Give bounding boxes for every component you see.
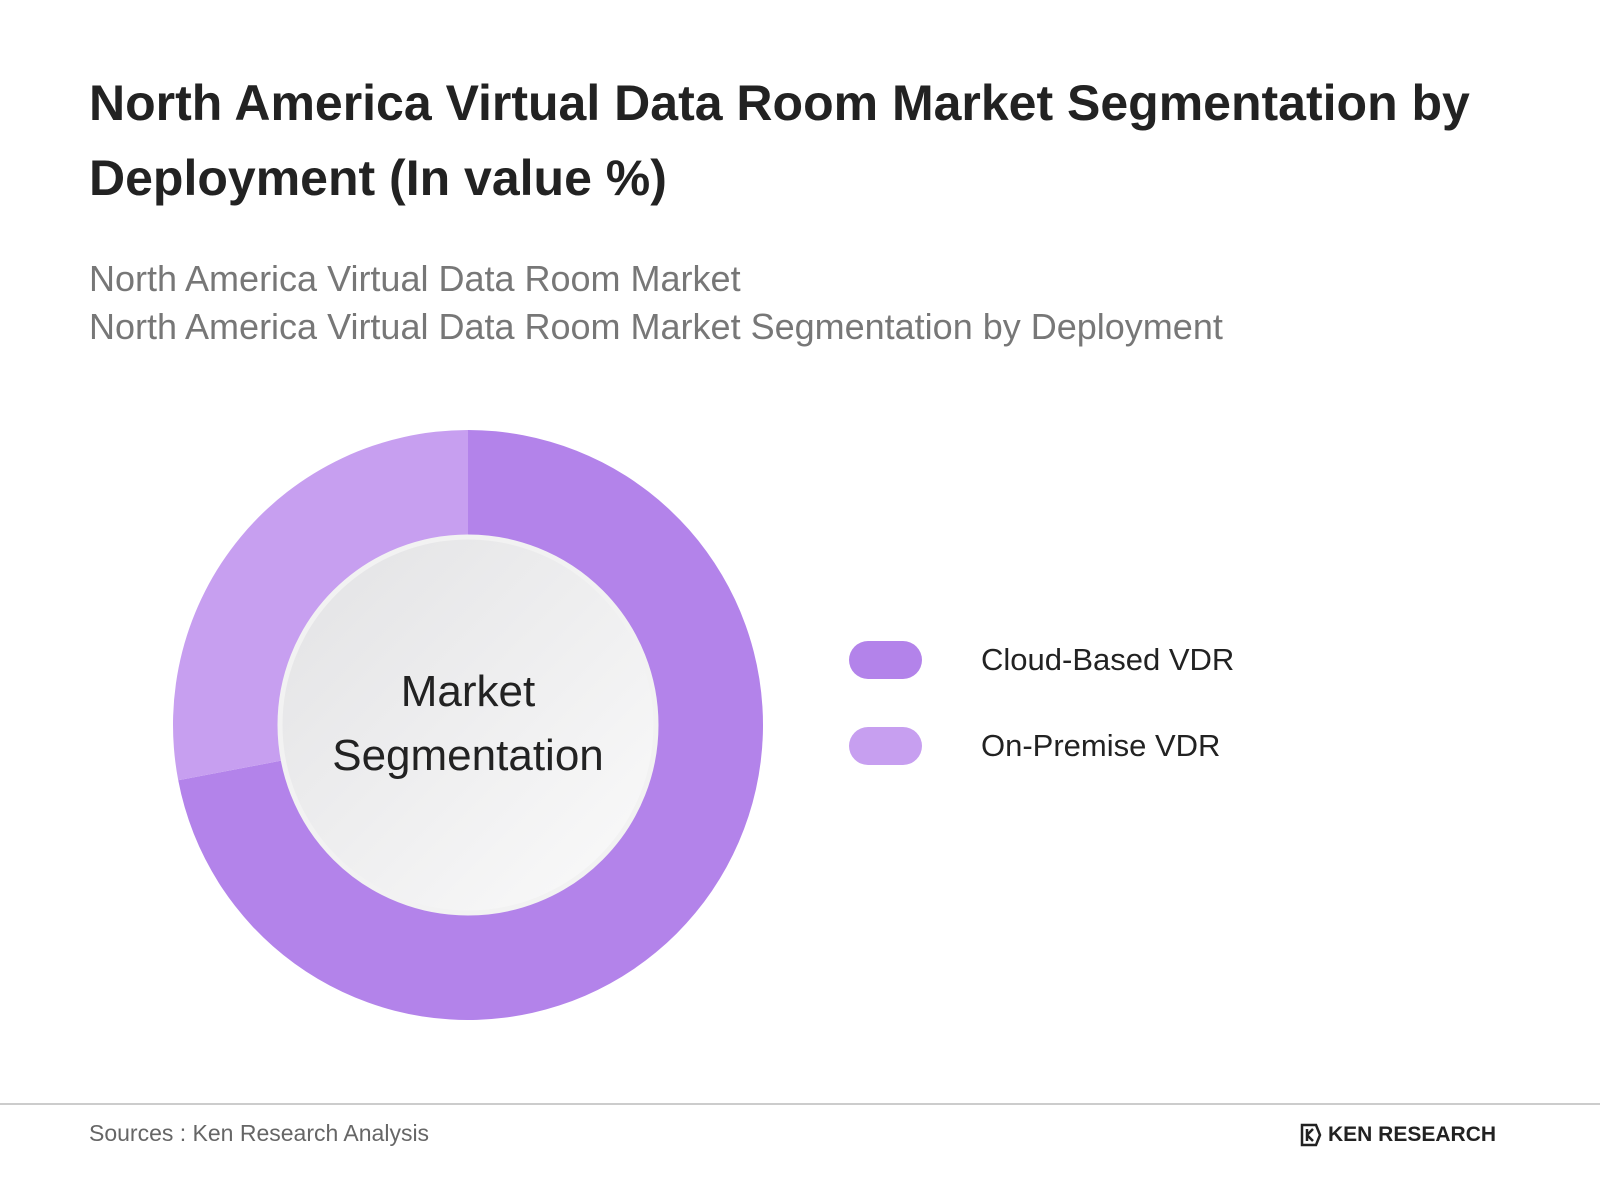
sources-text: Sources : Ken Research Analysis bbox=[89, 1120, 430, 1146]
legend-swatch-on-premise bbox=[849, 727, 922, 765]
chart-subtitle-2: North America Virtual Data Room Market S… bbox=[89, 306, 1223, 347]
footer-divider bbox=[0, 1103, 1600, 1105]
center-label-line-1: Market bbox=[400, 667, 536, 716]
logo-text: KEN RESEARCH bbox=[1328, 1123, 1497, 1146]
legend-label: Cloud-Based VDR bbox=[981, 642, 1235, 677]
donut-slice-cloud-based-vdr bbox=[178, 430, 763, 1020]
center-label: Market Segmentation bbox=[318, 660, 618, 788]
chart-subtitle-1: North America Virtual Data Room Market bbox=[89, 258, 741, 299]
legend-item-on-premise: On-Premise VDR bbox=[849, 727, 1220, 765]
ken-research-logo: KEN RESEARCH bbox=[1300, 1123, 1496, 1147]
chart-title: North America Virtual Data Room Market S… bbox=[89, 75, 1470, 206]
center-label-line-2: Segmentation bbox=[332, 731, 604, 780]
donut-center bbox=[277, 534, 659, 916]
legend-label: On-Premise VDR bbox=[981, 728, 1221, 763]
legend-item-cloud-based: Cloud-Based VDR bbox=[849, 641, 1234, 679]
ken-logo-icon bbox=[1300, 1123, 1322, 1147]
legend-swatch-cloud-based bbox=[849, 641, 922, 679]
